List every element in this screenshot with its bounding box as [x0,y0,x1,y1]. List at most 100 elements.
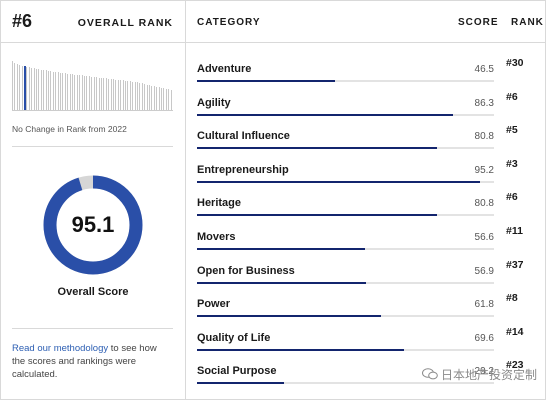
rank-history-bar [48,71,50,110]
rank-history-bar [76,74,78,110]
rank-history-bar [112,79,114,110]
rank-history-bar [132,81,134,110]
rank-history-bar [38,69,40,110]
rank-history-bar [105,78,107,110]
category-name: Power [197,298,231,311]
donut-fill [43,175,143,275]
rank-history-bar [148,85,150,110]
rank-history-bar [26,66,28,110]
table-row: Adventure 46.5 #30 [186,57,545,97]
rank-history-bar [127,81,129,110]
category-score: 46.5 [474,64,494,75]
overall-score-donut: 95.1 [42,174,144,276]
rank-history-bar [156,86,158,110]
category-table: CATEGORY SCORE RANK Adventure 46.5 #30 Agil… [186,1,545,399]
rank-history-bar [60,72,62,110]
rank-history-bar [146,84,148,110]
donut-chart [43,175,143,275]
rank-history-bar [170,89,172,110]
overall-score-value: 95.1 [71,212,115,237]
table-header: CATEGORY SCORE RANK [186,1,545,43]
category-rank: #37 [506,258,524,271]
category-rank: #5 [506,124,518,137]
divider [12,146,173,147]
score-bar-track [197,281,494,284]
rank-history-bar [52,71,54,110]
category-rank: #8 [506,292,518,305]
rank-history-bar [55,72,57,110]
table-row: Cultural Influence 80.8 #5 [186,124,545,164]
rank-history-bar [12,60,13,110]
rank-history-bar [115,79,117,110]
overall-rank-panel: #6 OVERALL RANK No Change in Rank from 2… [1,1,186,399]
score-bar-track [197,80,494,82]
category-name: Quality of Life [197,331,271,344]
rank-history-bar [165,88,167,110]
table-row: Agility 86.3 #6 [186,91,545,131]
score-bar-track [197,180,494,183]
category-score: 29.2 [474,366,494,378]
category-rank: #30 [506,57,524,69]
rank-history-bar [98,77,100,110]
category-score: 69.6 [474,332,494,344]
rank-history-bar [144,84,146,110]
rank-history-bar [36,68,38,110]
rank-history-bar [62,73,64,110]
rank-history-bar [88,76,90,110]
rank-history-bar [84,75,86,110]
category-name: Entrepreneurship [197,163,289,176]
rank-history-bar [31,68,33,110]
score-bar-track [197,315,494,318]
category-score: 56.9 [474,265,494,277]
rank-history-bar [86,76,88,110]
category-name: Adventure [197,63,252,75]
category-name: Heritage [197,197,242,210]
table-row: Power 61.8 #8 [186,292,545,332]
score-bar-track [197,214,494,217]
score-bar-fill [197,180,480,183]
category-name: Agility [197,96,231,109]
rank-change-text: No Change in Rank from 2022 [12,124,127,134]
category-rank: #14 [506,325,524,338]
table-row: Social Purpose 29.2 #23 [186,359,545,399]
rank-history-bar [160,87,162,110]
category-name: Movers [197,231,236,243]
rank-history-bar [129,81,131,110]
rank-history-bar [74,74,76,110]
rank-history-bar [50,71,52,110]
table-row: Entrepreneurship 95.2 #3 [186,158,545,198]
score-bar-fill [197,214,437,217]
category-rank: #6 [506,191,518,204]
overall-rank-title: OVERALL RANK [77,17,173,29]
rank-history-bar [72,74,74,110]
rank-history-bar [21,65,23,110]
rank-history-bar [19,65,21,110]
rank-history-bar [64,73,66,110]
rank-history-bar [79,75,81,110]
methodology-link[interactable]: Read our methodology [12,343,109,354]
category-rank: #3 [506,157,518,170]
overall-score-label: Overall Score [57,286,129,298]
score-bar-fill [197,147,437,150]
rank-history-bar [120,80,122,110]
methodology-text: to see how the scores and rankings were … [12,343,157,380]
rank-history-bar [158,87,160,110]
category-rank: #11 [506,225,523,237]
category-score: 80.8 [474,131,494,143]
category-name: Cultural Influence [197,130,290,143]
table-row: Heritage 80.8 #6 [186,191,545,231]
rank-history-bar [45,70,47,110]
rank-history-bar [43,69,45,110]
table-row: Quality of Life 69.6 #14 [186,326,545,366]
watermark-text: 日本地产投资定制 [440,368,537,382]
rank-history-bar [153,86,155,110]
rank-history-bar [81,75,83,110]
rank-history-bar [40,69,42,110]
score-bar-track [197,248,494,250]
rank-history-bar [103,78,105,110]
rank-history-bar [57,72,59,110]
rank-header: #6 OVERALL RANK [1,1,185,43]
rank-history-bar [100,77,102,110]
rank-history-bar [134,82,136,110]
